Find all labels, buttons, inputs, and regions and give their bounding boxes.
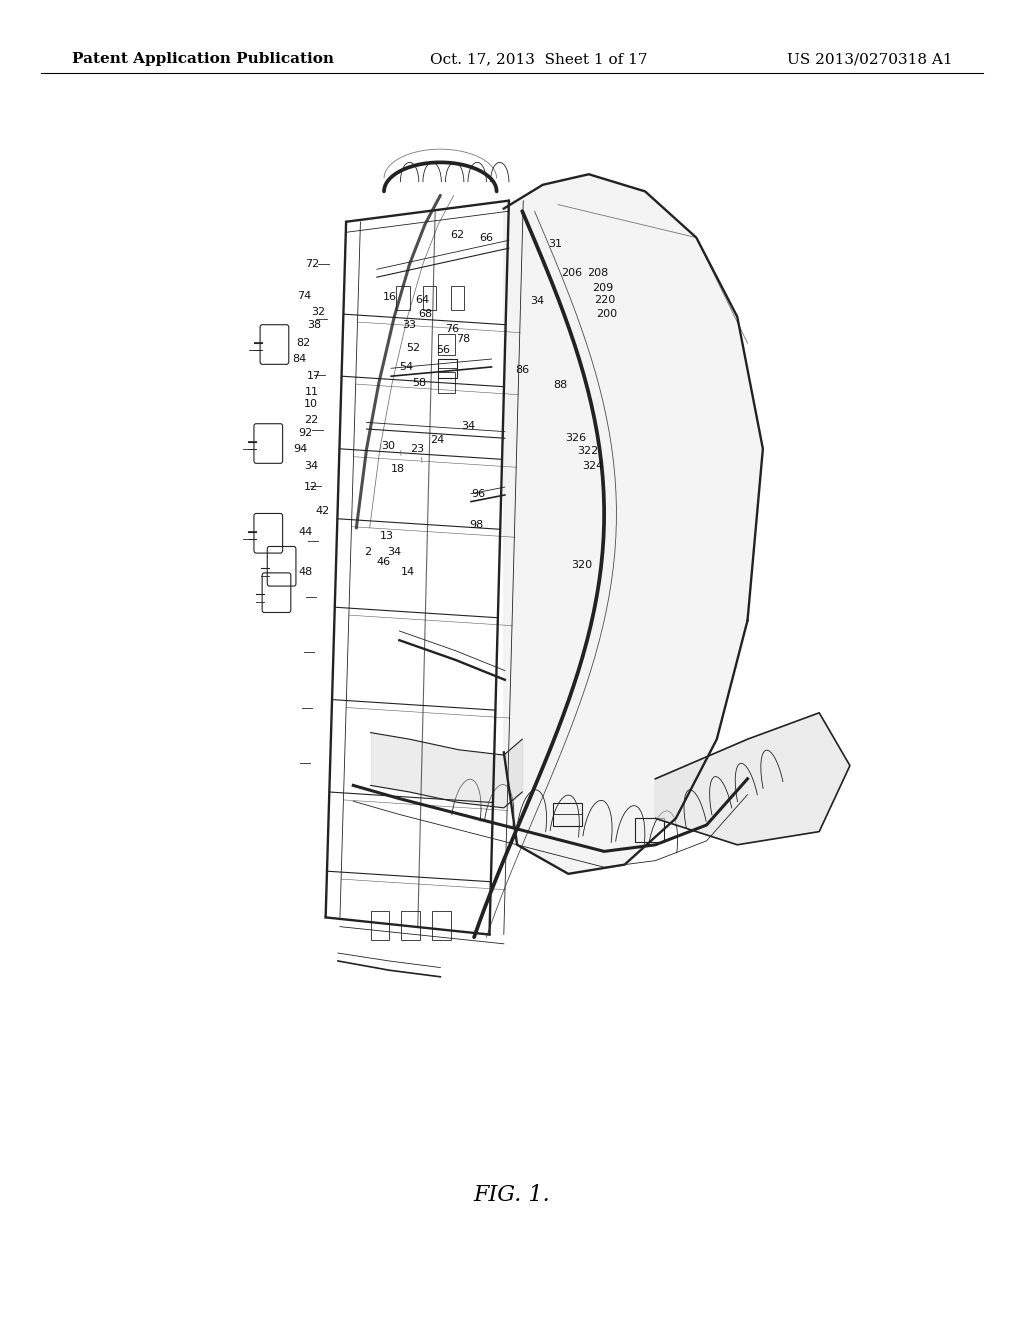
Text: 10: 10 [304,399,318,409]
Text: 96: 96 [471,488,485,499]
Text: 86: 86 [515,364,529,375]
Text: /: / [379,444,383,450]
Text: 34: 34 [530,296,545,306]
Text: 200: 200 [596,309,617,319]
Bar [438,359,457,378]
Text: 74: 74 [297,290,311,301]
Text: 64: 64 [416,294,430,305]
Text: 18: 18 [391,463,406,474]
Text: 92: 92 [298,428,312,438]
Text: 44: 44 [298,527,312,537]
Text: 209: 209 [592,282,613,293]
Text: 52: 52 [407,343,421,354]
Text: 208: 208 [587,268,608,279]
Text: 13: 13 [380,531,394,541]
Text: US 2013/0270318 A1: US 2013/0270318 A1 [786,53,952,66]
Text: 11: 11 [305,387,319,397]
Text: 17: 17 [307,371,322,381]
Text: 320: 320 [571,560,593,570]
Text: 30: 30 [381,441,395,451]
Text: 78: 78 [456,334,470,345]
Text: 68: 68 [418,309,432,319]
Polygon shape [655,713,850,845]
Text: 14: 14 [400,566,415,577]
Text: 33: 33 [402,319,417,330]
Text: 22: 22 [304,414,318,425]
Text: /: / [399,450,403,457]
Text: 326: 326 [565,433,587,444]
Bar [432,911,451,940]
Text: 88: 88 [553,380,567,391]
Bar [635,818,664,842]
Text: /: / [420,457,424,463]
Text: 31: 31 [548,239,562,249]
Text: 46: 46 [377,557,391,568]
Text: 76: 76 [445,323,460,334]
Text: 56: 56 [436,345,451,355]
Text: 2: 2 [365,546,372,557]
Text: 206: 206 [561,268,583,279]
Bar [553,803,582,826]
Text: 42: 42 [315,506,330,516]
Bar [438,334,455,355]
Text: 62: 62 [451,230,465,240]
Bar [451,286,464,310]
Text: 322: 322 [578,446,599,457]
Bar [396,286,410,310]
Bar [438,372,455,393]
Bar [371,911,389,940]
Text: 34: 34 [387,546,401,557]
Text: 54: 54 [399,362,414,372]
Text: 24: 24 [430,434,444,445]
Text: 82: 82 [296,338,310,348]
Text: 58: 58 [413,378,427,388]
Text: 38: 38 [307,319,322,330]
Text: 34: 34 [461,421,475,432]
Text: 32: 32 [311,306,326,317]
Text: 16: 16 [383,292,397,302]
Text: FIG. 1.: FIG. 1. [474,1184,550,1205]
Text: 23: 23 [411,444,425,454]
Text: 324: 324 [583,461,604,471]
Bar [423,286,436,310]
Text: 220: 220 [594,294,615,305]
Text: 48: 48 [298,566,312,577]
Text: 12: 12 [304,482,318,492]
Text: Patent Application Publication: Patent Application Publication [72,53,334,66]
Bar [401,911,420,940]
Text: 98: 98 [469,520,483,531]
Text: 34: 34 [304,461,318,471]
Text: 72: 72 [305,259,319,269]
Text: Oct. 17, 2013  Sheet 1 of 17: Oct. 17, 2013 Sheet 1 of 17 [430,53,647,66]
Text: 94: 94 [293,444,307,454]
Text: 84: 84 [292,354,306,364]
Text: 66: 66 [479,232,494,243]
Polygon shape [504,174,763,874]
